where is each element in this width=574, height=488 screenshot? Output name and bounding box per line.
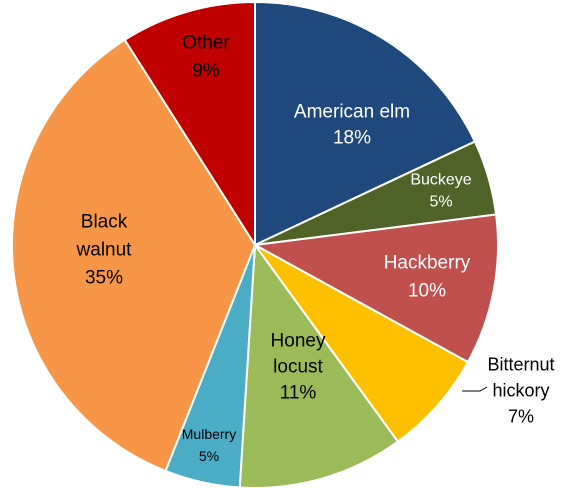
pie-slice-american-elm [254, 0, 477, 247]
slice-label-other: Other [182, 33, 230, 54]
pie-slice-hackberry [251, 213, 499, 364]
slice-label-bitternut-hickory: hickory [492, 380, 549, 400]
percent-label-other: 9% [192, 61, 220, 82]
slice-label-black-walnut: walnut [76, 240, 133, 261]
percent-label-american-elm: 18% [333, 128, 371, 149]
pie-slice-other [123, 0, 256, 249]
pie-slice-bitternut-hickory [254, 244, 470, 443]
percent-label-honey-locust: 11% [280, 383, 317, 404]
slice-label-hackberry: Hackberry [384, 253, 471, 274]
slice-label-honey-locust: locust [273, 357, 323, 378]
slice-label-black-walnut: Black [81, 212, 128, 233]
slice-label-honey-locust: Honey [271, 331, 326, 352]
percent-label-black-walnut: 35% [85, 268, 123, 289]
slice-label-buckeye: Buckeye [410, 172, 471, 189]
percent-label-mulberry: 5% [199, 448, 219, 464]
leader-line-bitternut-hickory [462, 386, 488, 392]
slice-label-mulberry: Mulberry [182, 426, 236, 442]
percent-label-hackberry: 10% [408, 281, 446, 302]
percent-label-bitternut-hickory: 7% [508, 406, 534, 426]
pie-slice-black-walnut [11, 38, 257, 473]
percent-label-buckeye: 5% [429, 194, 452, 211]
slice-label-american-elm: American elm [294, 102, 410, 123]
slice-label-bitternut-hickory: Bitternut [487, 354, 554, 374]
